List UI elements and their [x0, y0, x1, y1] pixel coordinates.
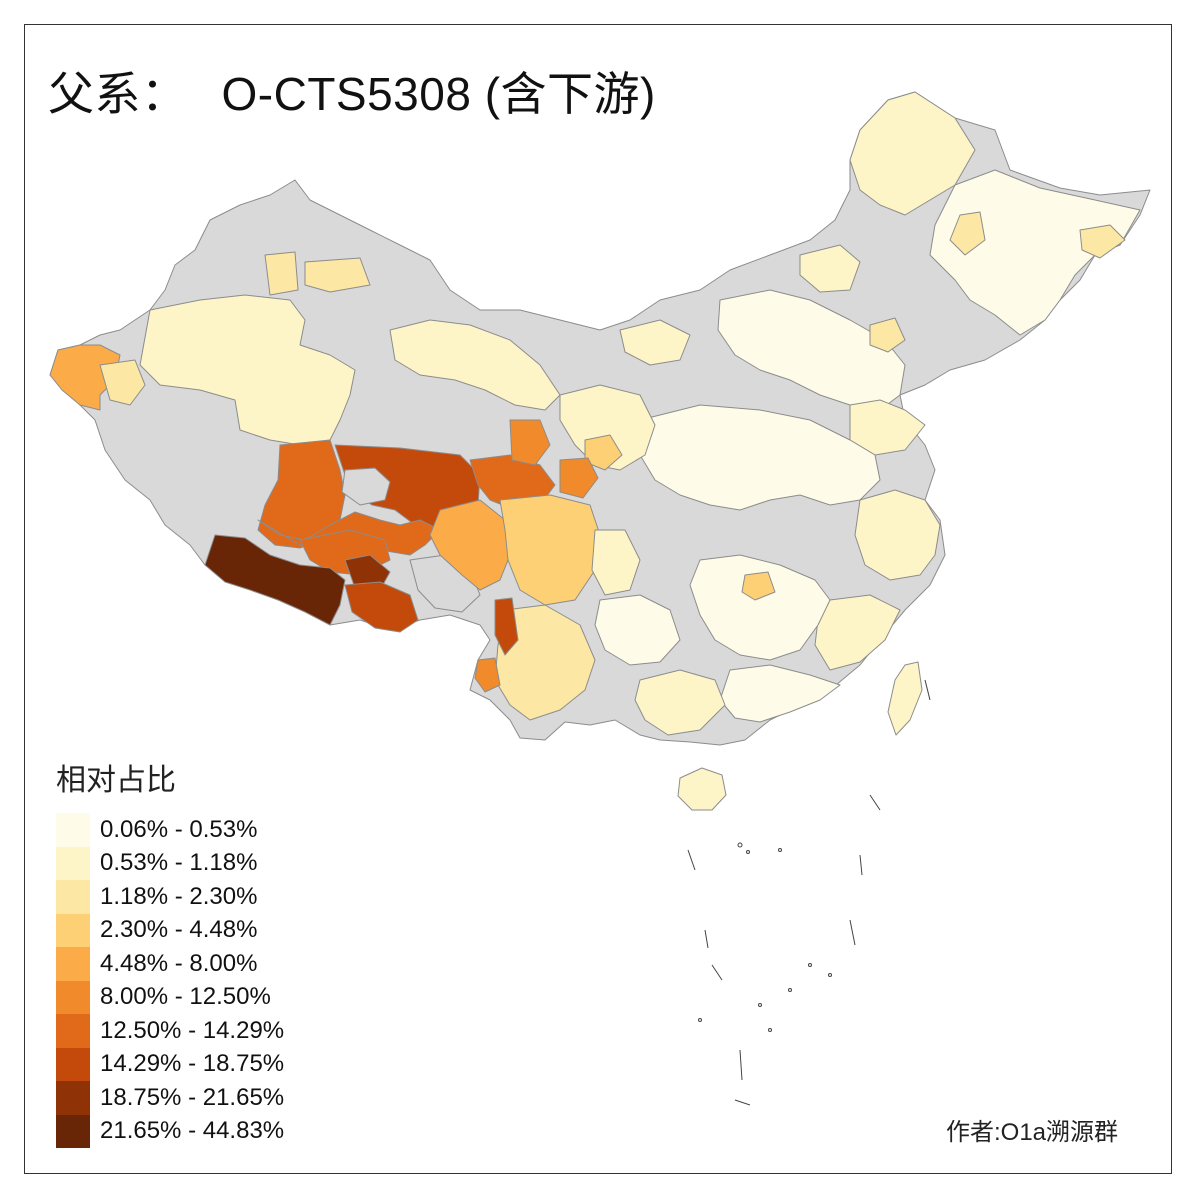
region-shaanxi	[559, 384, 656, 471]
region-ngari	[204, 534, 346, 626]
legend-swatch	[56, 880, 90, 914]
title-haplogroup: O-CTS5308 (含下游)	[221, 68, 656, 120]
legend-swatch	[56, 813, 90, 847]
legend-label: 14.29% - 18.75%	[100, 1050, 285, 1078]
hainan-island	[677, 767, 727, 811]
region-xining	[559, 457, 599, 499]
legend-label: 1.18% - 2.30%	[100, 882, 258, 910]
region-gansu-corridor	[389, 319, 561, 411]
legend-item: 0.06% - 0.53%	[56, 813, 284, 847]
region-sichuan	[499, 494, 601, 606]
region-inner-mongolia-b	[619, 319, 691, 366]
author-credit: 作者:O1a溯源群	[946, 1119, 1119, 1146]
region-chamdo	[429, 499, 511, 591]
legend-item: 18.75% - 21.65%	[56, 1081, 284, 1115]
legend-label: 18.75% - 21.65%	[100, 1083, 285, 1111]
legend-swatch	[56, 947, 90, 981]
legend-item: 12.50% - 14.29%	[56, 1014, 284, 1048]
legend-item: 4.48% - 8.00%	[56, 947, 284, 981]
legend-label: 8.00% - 12.50%	[100, 983, 271, 1011]
region-sichuan-east	[591, 529, 641, 596]
legend-label: 12.50% - 14.29%	[100, 1016, 285, 1044]
region-shigatse-east	[344, 554, 391, 591]
region-xinjiang-west	[139, 294, 356, 446]
legend-item: 0.53% - 1.18%	[56, 846, 284, 880]
region-northeast-east	[929, 169, 1141, 336]
legend-swatch	[56, 1114, 90, 1148]
region-hunan-accent	[741, 571, 776, 601]
region-qaidam-no-data	[341, 467, 391, 506]
legend-swatch	[56, 1081, 90, 1115]
region-northeast-mid	[949, 211, 986, 256]
region-fujian	[814, 594, 901, 671]
legend-label: 2.30% - 4.48%	[100, 916, 258, 944]
region-south-central	[689, 554, 831, 661]
legend-swatch	[56, 913, 90, 947]
legend-item: 21.65% - 44.83%	[56, 1114, 285, 1148]
legend-item: 1.18% - 2.30%	[56, 880, 284, 914]
legend-label: 0.53% - 1.18%	[100, 849, 258, 877]
region-jiangsu-zhejiang	[854, 489, 941, 581]
legend-title: 相对占比	[56, 764, 176, 797]
legend-item: 8.00% - 12.50%	[56, 980, 284, 1014]
region-shannan	[344, 581, 419, 633]
legend-swatch	[56, 980, 90, 1014]
title-prefix: 父系：	[48, 68, 188, 120]
legend-swatch	[56, 1047, 90, 1081]
region-northeast-coast	[1079, 224, 1126, 259]
region-xinjiang-north-a	[264, 251, 299, 296]
legend-rows: 0.06% - 0.53% 0.53% - 1.18% 1.18% - 2.30% 2…	[56, 813, 284, 1148]
taiwan-island	[887, 661, 923, 736]
region-yunnan-west-accent	[494, 597, 519, 656]
legend-swatch	[56, 846, 90, 880]
map-title: 父系： O-CTS5308 (含下游)	[48, 58, 656, 124]
region-northeast-north	[849, 91, 976, 216]
region-xinjiang-north-b	[304, 257, 371, 293]
south-china-sea-islands	[687, 679, 931, 1106]
region-guizhou	[594, 594, 681, 666]
region-gansu-south	[509, 419, 551, 466]
region-kashgar-east	[99, 359, 146, 406]
legend-label: 4.48% - 8.00%	[100, 949, 258, 977]
legend: 相对占比 0.06% - 0.53% 0.53% - 1.18% 1.18% - 2…	[56, 755, 284, 1148]
region-guangdong	[719, 664, 841, 723]
region-hebei-accent	[869, 317, 906, 353]
legend-swatch	[56, 1014, 90, 1048]
region-central-plain	[639, 404, 881, 511]
legend-label: 21.65% - 44.83%	[100, 1117, 285, 1145]
legend-item: 14.29% - 18.75%	[56, 1047, 285, 1081]
region-guangxi	[634, 669, 726, 736]
region-inner-mongolia-a	[799, 244, 861, 293]
legend-label: 0.06% - 0.53%	[100, 815, 258, 843]
region-yunnan-border	[474, 657, 501, 693]
legend-item: 2.30% - 4.48%	[56, 913, 284, 947]
